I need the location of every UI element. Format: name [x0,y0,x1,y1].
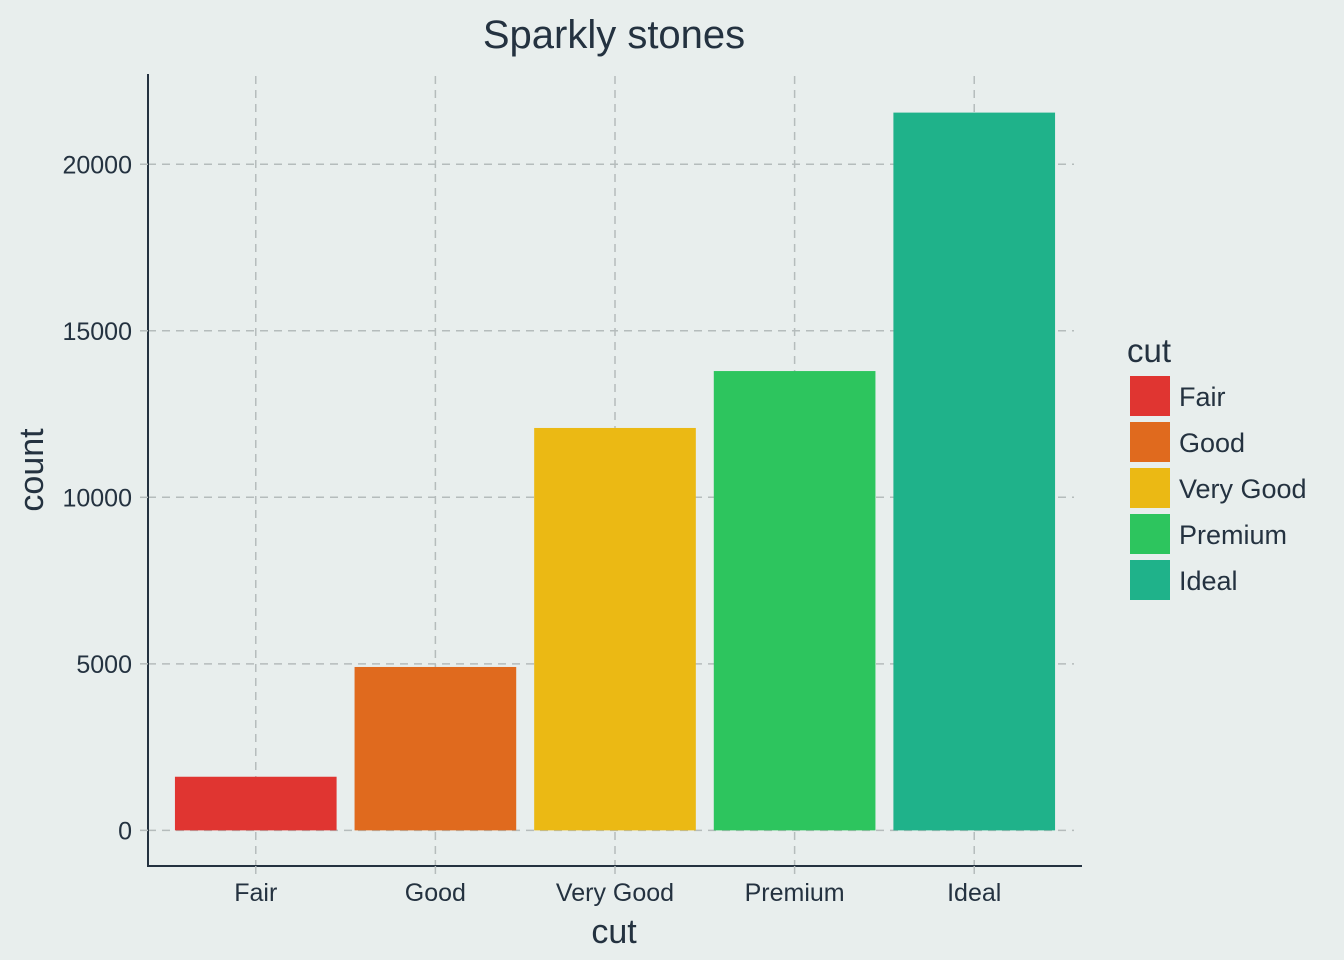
y-tick-label: 15000 [62,318,132,346]
legend-label: Ideal [1179,566,1238,596]
legend-key-ideal [1128,558,1172,602]
legend-key-premium [1128,512,1172,556]
x-tick-label: Very Good [556,879,674,907]
x-tick-label: Good [405,879,466,907]
legend-items: Fair Good Very Good Premium Ideal [1128,374,1307,602]
bar-premium [713,371,876,831]
x-axis-title: cut [591,913,637,951]
y-tick-label: 0 [118,817,132,845]
y-tick-labels: 0 5000 10000 15000 20000 [62,151,148,845]
y-tick-label: 5000 [76,651,132,679]
y-tick-label: 20000 [62,151,132,179]
legend-label: Very Good [1179,474,1307,504]
legend-key-good [1128,420,1172,464]
legend: cut Fair Good Very Good Premium Ideal [1127,332,1307,602]
bar-fair [174,776,337,831]
bar-very-good [534,427,696,831]
chart-title: Sparkly stones [483,13,745,57]
bar-good [354,666,517,831]
x-tick-labels: Fair Good Very Good Premium Ideal [234,866,1001,907]
y-axis-title: count [13,428,51,512]
legend-title: cut [1127,332,1171,369]
y-tick-label: 10000 [62,484,132,512]
bar-ideal [893,112,1056,831]
legend-label: Good [1179,428,1245,458]
x-tick-label: Premium [745,879,845,907]
legend-label: Fair [1179,382,1226,412]
bars [174,112,1056,831]
legend-key-very-good [1128,466,1172,510]
legend-key-fair [1128,374,1172,418]
x-tick-label: Ideal [947,879,1001,907]
x-tick-label: Fair [234,879,277,907]
legend-label: Premium [1179,520,1287,550]
